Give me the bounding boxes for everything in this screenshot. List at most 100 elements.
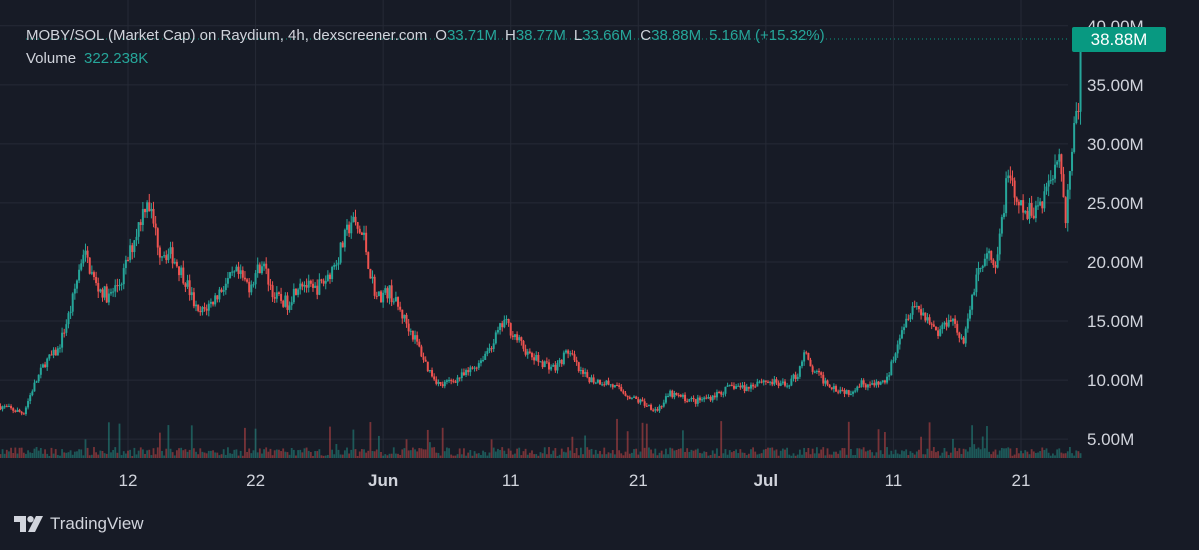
candle-body — [356, 222, 359, 229]
candle-body — [339, 242, 342, 263]
volume-bar — [1073, 455, 1076, 458]
volume-bar — [337, 449, 340, 458]
volume-bar — [854, 454, 857, 458]
candle-body — [556, 362, 559, 371]
candle-body — [954, 318, 957, 324]
candle-body — [165, 255, 168, 261]
volume-bar — [894, 449, 897, 458]
candle-body — [966, 318, 969, 329]
candle-body — [5, 406, 8, 408]
candle-body — [235, 266, 238, 272]
candle-body — [645, 405, 648, 407]
volume-bar — [920, 436, 922, 458]
volume-bar — [875, 452, 878, 458]
volume-bar — [573, 453, 576, 458]
volume-bar — [210, 450, 212, 458]
volume-bar — [837, 453, 840, 458]
volume-bar — [703, 451, 706, 458]
volume-bar — [577, 455, 580, 458]
candle-body — [743, 385, 746, 392]
candle-body — [39, 367, 42, 375]
candle-body — [854, 390, 857, 392]
candle-body — [390, 285, 393, 303]
candle-body — [256, 264, 259, 274]
candle-body — [698, 397, 701, 401]
volume-bar — [354, 449, 357, 458]
candle-body — [167, 253, 170, 261]
candle-body — [1005, 178, 1008, 214]
volume-bar — [932, 447, 935, 458]
volume-bar — [858, 448, 861, 458]
candle-body — [243, 277, 246, 280]
candle-body — [624, 393, 627, 396]
candle-body — [1017, 201, 1020, 206]
volume-bar — [571, 436, 574, 458]
candle-body — [314, 285, 317, 288]
volume-bar — [14, 447, 17, 458]
candle-body — [1062, 174, 1065, 198]
candle-body — [78, 269, 81, 281]
volume-bar — [235, 449, 238, 458]
candle-body — [158, 247, 161, 258]
candle-body — [958, 332, 961, 338]
volume-bar — [454, 455, 457, 458]
volume-bar — [662, 454, 665, 458]
volume-bar — [465, 455, 467, 458]
volume-bar — [658, 452, 661, 458]
volume-bar — [82, 455, 85, 458]
candle-body — [403, 314, 406, 319]
candle-body — [335, 264, 338, 266]
volume-bar — [490, 439, 493, 458]
candle-body — [722, 393, 725, 395]
volume-bar — [979, 449, 982, 458]
tradingview-logo[interactable]: TradingView — [14, 514, 144, 534]
candle-body — [190, 292, 193, 296]
volume-bar — [645, 423, 648, 458]
candle-body — [541, 361, 544, 368]
volume-bar — [879, 450, 882, 458]
candle-body — [384, 288, 387, 293]
volume-bar — [414, 449, 416, 458]
candle-body — [911, 306, 914, 315]
volume-label[interactable]: Volume — [26, 50, 77, 67]
volume-bar — [611, 450, 614, 458]
volume-bar — [869, 449, 871, 458]
volume-bar — [830, 454, 833, 458]
candle-body — [705, 397, 708, 399]
volume-bar — [433, 447, 436, 458]
candle-body — [801, 361, 804, 367]
candle-body — [737, 385, 740, 387]
volume-bar — [207, 450, 210, 458]
candle-body — [792, 374, 795, 379]
volume-bar — [441, 427, 444, 458]
volume-bar — [195, 451, 197, 458]
volume-bar — [446, 447, 448, 458]
x-axis[interactable]: 12 22 Jun 11 21 Jul 11 21 — [119, 471, 1031, 490]
volume-bar — [158, 432, 161, 458]
candle-body — [620, 386, 623, 392]
candle-body — [337, 262, 340, 265]
candle-body — [920, 309, 923, 316]
candle-body — [1049, 180, 1052, 182]
candle-body — [479, 360, 482, 364]
y-tick-label: 10.00M — [1087, 371, 1144, 390]
candle-body — [939, 329, 942, 336]
candle-body — [820, 372, 823, 375]
candle-body — [701, 399, 704, 401]
candle-body — [760, 381, 763, 383]
volume-bar — [254, 428, 257, 458]
volume-bar — [241, 455, 244, 458]
volume-bar — [44, 449, 46, 458]
candle-body — [545, 361, 548, 363]
candle-body — [156, 228, 159, 248]
candle-body — [554, 364, 557, 371]
candle-body — [16, 409, 19, 412]
volume-bar — [412, 447, 414, 458]
volume-bar — [1003, 448, 1005, 458]
symbol-title[interactable]: MOBY/SOL (Market Cap) on Raydium, 4h, de… — [26, 27, 428, 44]
candle-body — [201, 307, 204, 313]
volume-bar — [420, 448, 423, 458]
y-axis[interactable]: 5.00M 10.00M 15.00M 20.00M 25.00M 30.00M 35.00… — [1087, 17, 1144, 449]
candle-body — [305, 285, 308, 288]
